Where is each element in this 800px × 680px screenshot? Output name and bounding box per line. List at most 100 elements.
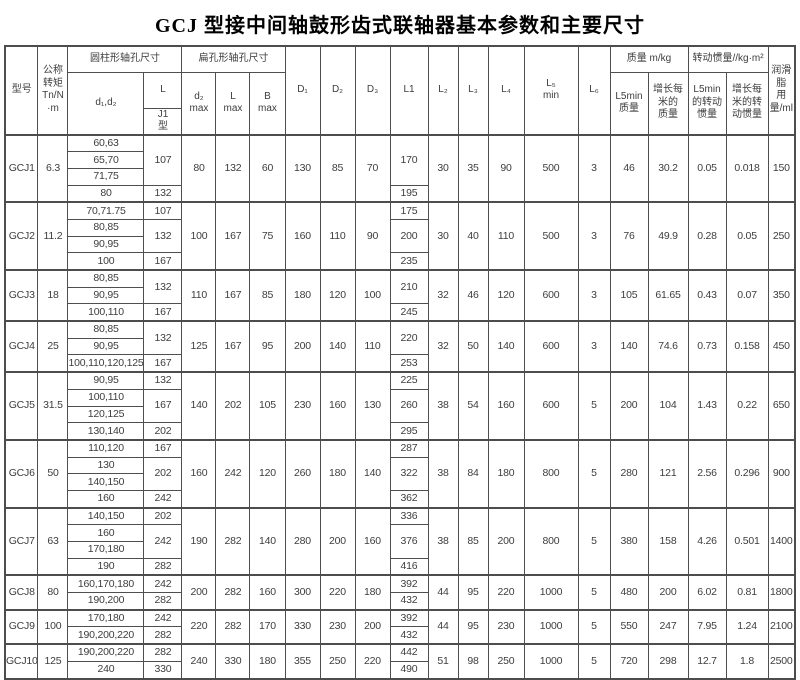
length-cell: 107 (143, 201, 183, 220)
inertia_per_m-cell: 1.24 (725, 609, 769, 645)
header-L: L (143, 71, 183, 109)
L1-cell: 245 (389, 303, 429, 322)
L2-cell: 38 (427, 439, 459, 509)
group-GCJ4: GCJ4 25 80,85 132 125 167 95 200 140 110 220 32 50 14… (4, 320, 796, 373)
d2max-cell: 80 (181, 134, 217, 203)
L3-cell: 40 (457, 201, 489, 271)
bore-cell: 65,70 (67, 151, 145, 169)
header-J1: J1 型 (143, 107, 183, 135)
Bmax-cell: 180 (249, 643, 286, 680)
D2-cell: 230 (319, 609, 356, 645)
bore-cell: 90,95 (67, 337, 145, 356)
Bmax-cell: 60 (249, 134, 286, 203)
table-row: 160 242 362 (5, 489, 795, 509)
table-row: GCJ3 18 80,85 132 110 167 85 180 120 100 210 32 46 12… (4, 269, 796, 322)
torque-cell: 63 (37, 507, 69, 576)
table-row: GCJ10 125 190,200,220 282 240 330 180 355 250 220… (4, 643, 796, 680)
bore-cell: 80,85 (67, 269, 145, 288)
length-cell: 282 (143, 626, 183, 645)
length-cell: 242 (143, 574, 183, 594)
mass_L5min-cell: 280 (609, 439, 649, 509)
inertia_per_m-cell: 0.05 (725, 201, 769, 271)
L2-cell: 32 (427, 320, 459, 373)
bore-cell: 80,85 (67, 218, 145, 237)
D3-cell: 140 (354, 439, 391, 509)
bore-cell: 190,200,220 (67, 643, 145, 662)
length-cell: 242 (143, 489, 183, 509)
grease-cell: 650 (767, 371, 796, 441)
bore-cell: 160 (67, 489, 145, 509)
bore-cell: 170,180 (67, 609, 145, 628)
bore-cell: 160,170,180 (67, 574, 145, 594)
mass_per_m-cell: 30.2 (647, 134, 689, 203)
parameters-table: 型号 公称 转矩 Tn/N ·m 圆柱形轴孔尺寸 扁孔形轴孔尺寸 D₁ D₂ D₃ L1 L₂ L… (3, 45, 797, 680)
mass_per_m-cell: 158 (647, 507, 689, 576)
header-Lmax: L max (215, 71, 251, 135)
torque-cell: 18 (37, 269, 69, 322)
L6-cell: 5 (577, 507, 611, 576)
bore-cell: 170,180 (67, 541, 145, 559)
table-row: GCJ2 11.2 70,71.75 107 100 167 75 160 110 90 175 30… (4, 201, 796, 271)
table-row: 80 132 195 (5, 184, 795, 203)
bore-cell: 190 (67, 557, 145, 576)
D3-cell: 130 (354, 371, 391, 441)
L2-cell: 32 (427, 269, 459, 322)
group-GCJ3: GCJ3 18 80,85 132 110 167 85 180 120 100 210 32 46 12… (4, 269, 796, 322)
L2-cell: 38 (427, 507, 459, 576)
D3-cell: 200 (354, 609, 391, 645)
L1-cell: 432 (389, 626, 429, 645)
table-row: 190,200,220 282 432 (5, 626, 795, 645)
header-d1d2: d₁,d₂ (67, 71, 145, 135)
header-L3: L₃ (457, 45, 489, 135)
torque-cell: 80 (37, 574, 69, 611)
model-cell: GCJ6 (4, 439, 39, 509)
group-GCJ2: GCJ2 11.2 70,71.75 107 100 167 75 160 110 90 175 30… (4, 201, 796, 271)
L4-cell: 110 (487, 201, 525, 271)
Bmax-cell: 85 (249, 269, 286, 322)
D2-cell: 160 (319, 371, 356, 441)
L3-cell: 98 (457, 643, 489, 680)
L3-cell: 35 (457, 134, 489, 203)
L1-cell: 195 (389, 184, 429, 203)
D3-cell: 90 (354, 201, 391, 271)
L1-cell: 225 (389, 371, 429, 390)
L4-cell: 230 (487, 609, 525, 645)
D1-cell: 180 (284, 269, 321, 322)
mass_L5min-cell: 720 (609, 643, 649, 680)
header-d2max: d₂ max (181, 71, 217, 135)
length-cell: 282 (143, 592, 183, 611)
D1-cell: 355 (284, 643, 321, 680)
L1-cell: 432 (389, 592, 429, 611)
mass_L5min-cell: 200 (609, 371, 649, 441)
page-title: GCJ 型接中间轴鼓形齿式联轴器基本参数和主要尺寸 (155, 15, 645, 37)
table-row: GCJ4 25 80,85 132 125 167 95 200 140 110 220 32 50 14… (4, 320, 796, 373)
inertia_L5min-cell: 0.28 (687, 201, 727, 271)
Bmax-cell: 140 (249, 507, 286, 576)
bore-cell: 90,95 (67, 286, 145, 305)
table-row: 130,140 202 295 (5, 422, 795, 441)
length-cell: 282 (143, 643, 183, 662)
d2max-cell: 190 (181, 507, 217, 576)
L1-cell: 376 (389, 524, 429, 559)
D3-cell: 220 (354, 643, 391, 680)
bore-cell: 240 (67, 660, 145, 680)
grease-cell: 250 (767, 201, 796, 271)
L5min-cell: 800 (523, 507, 579, 576)
Bmax-cell: 95 (249, 320, 286, 373)
inertia_per_m-cell: 0.22 (725, 371, 769, 441)
grease-cell: 2100 (767, 609, 796, 645)
grease-cell: 150 (767, 134, 796, 203)
mass_per_m-cell: 298 (647, 643, 689, 680)
bore-cell: 80,85 (67, 320, 145, 339)
d2max-cell: 140 (181, 371, 217, 441)
length-cell: 282 (143, 557, 183, 576)
D1-cell: 200 (284, 320, 321, 373)
mass_per_m-cell: 104 (647, 371, 689, 441)
D1-cell: 230 (284, 371, 321, 441)
inertia_L5min-cell: 0.05 (687, 134, 727, 203)
L3-cell: 95 (457, 574, 489, 611)
inertia_L5min-cell: 2.56 (687, 439, 727, 509)
group-GCJ5: GCJ5 31.5 90,95 132 140 202 105 230 160 130 225 38 5… (4, 371, 796, 441)
torque-cell: 125 (37, 643, 69, 680)
table-row: GCJ8 80 160,170,180 242 200 282 160 300 220 180 39… (4, 574, 796, 611)
